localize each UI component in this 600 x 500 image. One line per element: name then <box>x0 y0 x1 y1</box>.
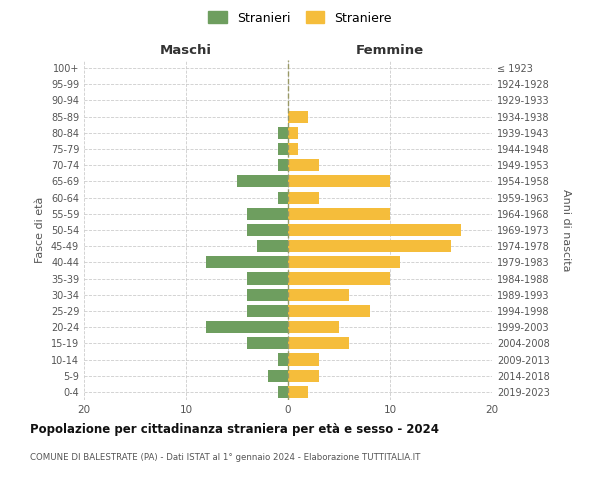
Bar <box>288 143 298 155</box>
Bar <box>247 208 288 220</box>
Bar <box>288 240 451 252</box>
Bar <box>288 305 370 317</box>
Bar <box>247 224 288 236</box>
Bar <box>278 386 288 398</box>
Bar <box>288 321 339 333</box>
Bar <box>288 338 349 349</box>
Bar <box>288 354 319 366</box>
Bar <box>288 192 319 203</box>
Bar <box>257 240 288 252</box>
Bar <box>278 192 288 203</box>
Bar <box>288 272 390 284</box>
Bar <box>288 288 349 301</box>
Bar <box>278 127 288 139</box>
Text: COMUNE DI BALESTRATE (PA) - Dati ISTAT al 1° gennaio 2024 - Elaborazione TUTTITA: COMUNE DI BALESTRATE (PA) - Dati ISTAT a… <box>30 452 421 462</box>
Legend: Stranieri, Straniere: Stranieri, Straniere <box>203 6 397 30</box>
Bar <box>278 354 288 366</box>
Bar <box>247 272 288 284</box>
Bar <box>288 110 308 122</box>
Y-axis label: Fasce di età: Fasce di età <box>35 197 45 263</box>
Bar <box>288 127 298 139</box>
Bar <box>288 370 319 382</box>
Text: Maschi: Maschi <box>160 44 212 58</box>
Bar <box>247 288 288 301</box>
Bar <box>288 176 390 188</box>
Text: Popolazione per cittadinanza straniera per età e sesso - 2024: Popolazione per cittadinanza straniera p… <box>30 422 439 436</box>
Bar <box>247 338 288 349</box>
Bar <box>206 321 288 333</box>
Bar <box>247 305 288 317</box>
Bar <box>237 176 288 188</box>
Bar <box>278 159 288 172</box>
Bar <box>288 224 461 236</box>
Text: Femmine: Femmine <box>356 44 424 58</box>
Bar <box>278 143 288 155</box>
Bar <box>206 256 288 268</box>
Bar <box>288 159 319 172</box>
Y-axis label: Anni di nascita: Anni di nascita <box>561 188 571 271</box>
Bar <box>268 370 288 382</box>
Bar <box>288 208 390 220</box>
Bar <box>288 386 308 398</box>
Bar <box>288 256 400 268</box>
